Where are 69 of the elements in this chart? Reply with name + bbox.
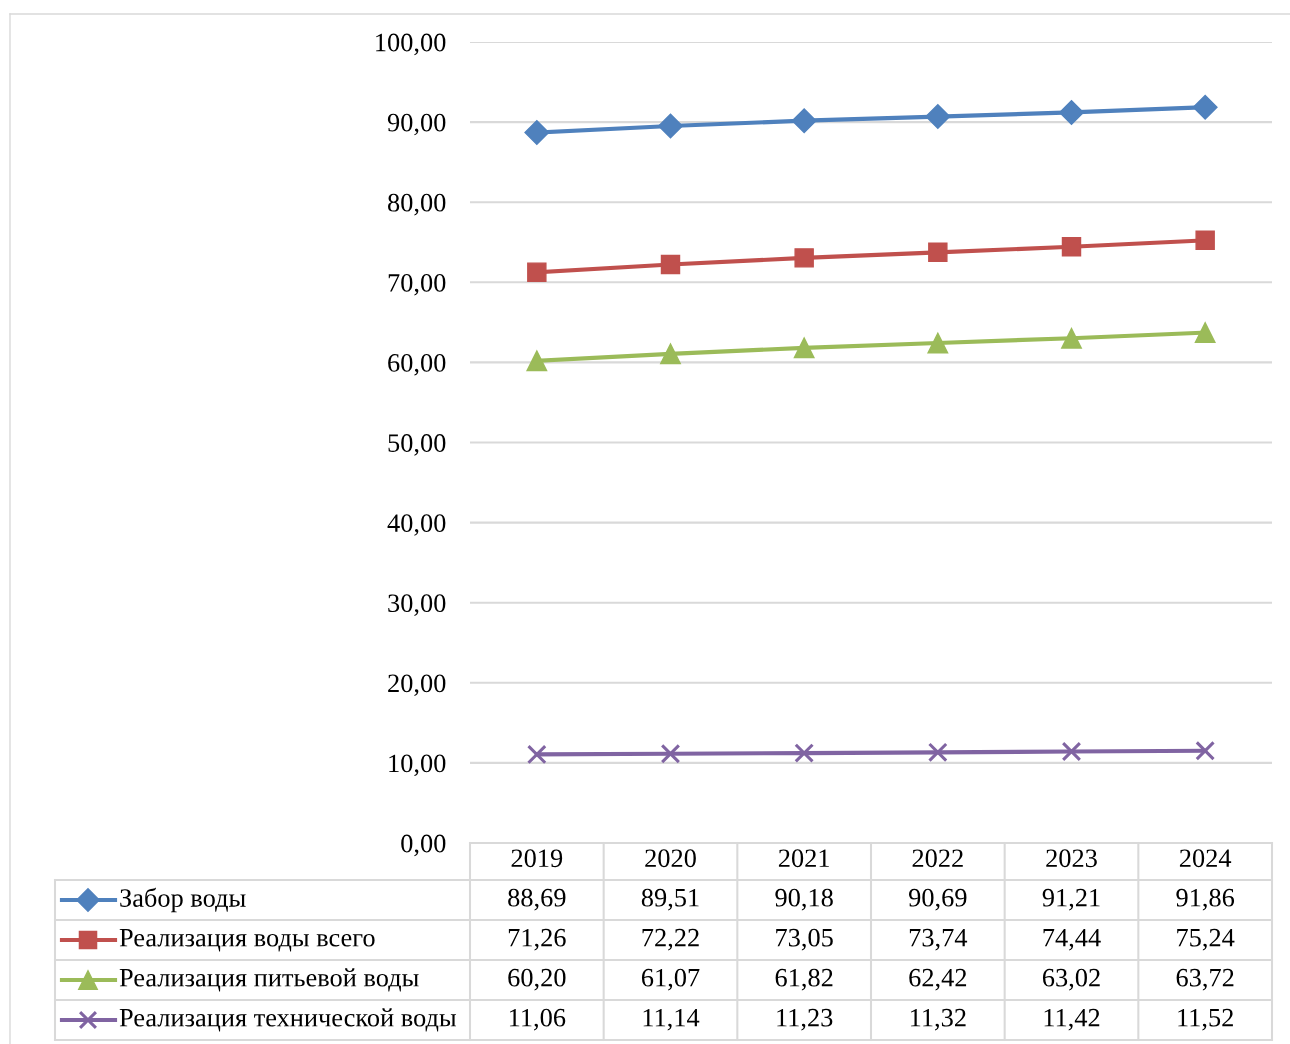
y-tick-label: 10,00: [389, 754, 446, 777]
data-label: 61,82: [775, 968, 833, 991]
y-tick-label: 20,00: [388, 674, 446, 697]
point: [1195, 230, 1215, 251]
legend-label: Реализация воды всего: [119, 929, 375, 952]
point: [928, 242, 948, 263]
y-tick-label: 80,00: [388, 193, 446, 216]
data-label: 72,22: [642, 928, 699, 951]
y-tick-label: 90,00: [387, 113, 446, 136]
x-tick-label: 2019: [511, 849, 563, 868]
data-label: 11,32: [910, 1008, 966, 1031]
point: [1061, 741, 1082, 762]
legend-label: Реализация питьевой воды: [119, 968, 419, 992]
data-label: 62,42: [909, 968, 967, 991]
y-tick-label: 0,00: [401, 834, 446, 857]
point: [526, 350, 548, 372]
point: [794, 743, 815, 763]
point: [927, 742, 948, 763]
point: [524, 120, 550, 146]
data-label: 90,18: [775, 888, 833, 911]
point: [793, 337, 815, 359]
data-label: 89,51: [641, 888, 699, 911]
y-tick-label: 100,00: [376, 33, 446, 56]
x-tick-label: 2024: [1179, 849, 1232, 868]
data-label: 71,26: [508, 928, 566, 951]
point: [1192, 94, 1218, 120]
x-tick-label: 2020: [645, 849, 696, 868]
point: [1061, 237, 1082, 257]
y-tick-label: 50,00: [388, 434, 446, 456]
x-tick-label: 2021: [778, 849, 829, 868]
data-label: 73,74: [909, 928, 968, 951]
data-label: 75,24: [1177, 928, 1235, 951]
data-label: 63,72: [1176, 968, 1234, 991]
y-tick-label: 70,00: [388, 273, 446, 296]
point: [794, 248, 814, 268]
point: [660, 343, 681, 365]
data-label: 91,21: [1042, 888, 1100, 911]
data-label: 11,42: [1044, 1008, 1100, 1031]
y-tick-label: 30,00: [388, 594, 446, 616]
point: [1195, 740, 1216, 761]
legend-label: Реализация технической воды: [119, 1008, 457, 1032]
point: [1059, 99, 1084, 125]
data-label: 11,06: [509, 1008, 566, 1031]
x-tick-label: 2022: [912, 849, 963, 868]
point: [927, 332, 949, 354]
data-label: 61,07: [641, 968, 700, 991]
y-tick-label: 60,00: [388, 354, 446, 376]
data-label: 63,02: [1042, 968, 1100, 991]
data-label: 73,05: [776, 928, 833, 951]
point: [791, 108, 817, 134]
data-label: 11,14: [643, 1008, 700, 1031]
data-label: 11,23: [777, 1008, 833, 1031]
point: [925, 104, 951, 130]
point: [660, 254, 681, 275]
y-tick-label: 40,00: [387, 514, 446, 536]
point: [658, 113, 683, 139]
point: [1194, 322, 1216, 344]
point: [660, 743, 681, 764]
data-label: 88,69: [508, 888, 566, 911]
x-tick-label: 2023: [1046, 849, 1097, 868]
data-label: 74,44: [1043, 928, 1101, 951]
point: [526, 744, 547, 765]
data-label: 91,86: [1176, 888, 1235, 911]
legend-label: Забор воды: [120, 887, 246, 913]
point: [1061, 327, 1082, 349]
data-label: 11,52: [1178, 1008, 1233, 1031]
point: [527, 262, 547, 282]
data-label: 60,20: [508, 968, 566, 991]
data-label: 90,69: [909, 888, 967, 911]
